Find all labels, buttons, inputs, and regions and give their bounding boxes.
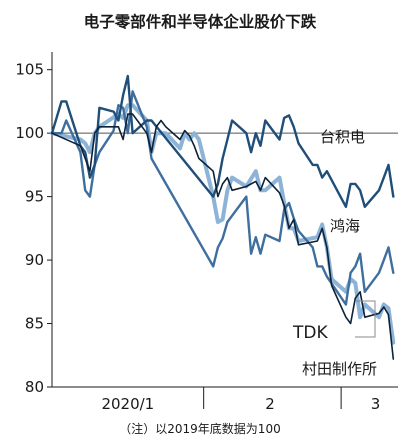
series-line-taiji: [50, 74, 395, 208]
y-tick-label: 80: [25, 378, 44, 396]
series-line-honhai: [50, 90, 395, 306]
tdk-murata-bracket: [355, 300, 376, 338]
x-axis: 2020/1 2 3: [52, 386, 398, 413]
x-tick-label: 3: [371, 395, 381, 413]
series-label-tdk: TDK: [292, 323, 328, 343]
series-label-honhai: 鸿海: [330, 217, 360, 235]
series-label-murata: 村田制作所: [302, 360, 377, 378]
series-layer: [50, 74, 396, 360]
y-axis: 80 85 90 95 100 105: [15, 52, 53, 396]
y-tick-label: 95: [25, 188, 44, 206]
series-line-murata: [51, 113, 395, 360]
chart-title: 电子零部件和半导体企业股价下跌: [84, 12, 317, 31]
x-tick-label: 2020/1: [101, 395, 154, 413]
y-tick-label: 90: [25, 251, 44, 269]
y-tick-label: 85: [25, 315, 44, 333]
series-label-taiji: 台积电: [320, 128, 365, 146]
chart-note: （注）以2019年底数据为100: [119, 421, 280, 436]
y-tick-label: 105: [15, 61, 44, 79]
x-tick-label: 2: [265, 395, 275, 413]
y-tick-label: 100: [15, 124, 44, 142]
